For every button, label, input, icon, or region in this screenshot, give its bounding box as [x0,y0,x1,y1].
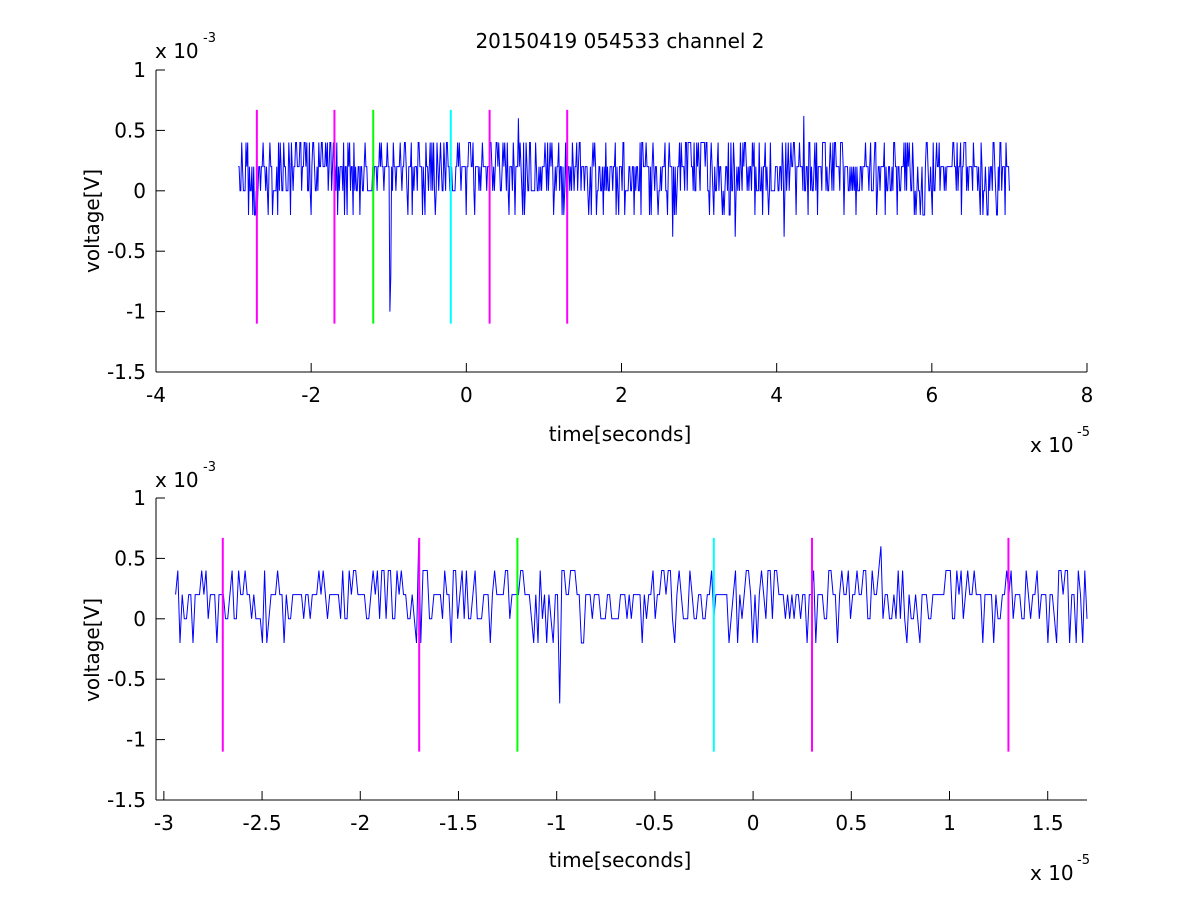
bottom-x-tick-label: 1.5 [1032,811,1064,835]
bottom-plot: -3 -2.5 -2 -1.5 -1 -0.5 0 0.5 1 1.5 -1.5 -1 -0.5 0 0.5… [80,460,1090,885]
bottom-x-tick-label: -2 [350,811,370,835]
top-x-tick-label: 6 [925,383,938,407]
top-x-exponent-base: x 10 [1030,433,1074,457]
bottom-x-tick-label: -0.5 [635,811,674,835]
top-plot: -4 -2 0 2 4 6 8 -1.5 -1 -0.5 0 0.5 1 x 10 -3 time[se… [80,31,1093,457]
top-y-label: voltage[V] [80,169,104,273]
bottom-y-tick-label: 1 [133,486,146,510]
top-x-label: time[seconds] [549,422,692,446]
top-y-tick-label: -1 [126,300,146,324]
bottom-x-tick-label: -2.5 [243,811,282,835]
bottom-x-tick-label: -1 [547,811,567,835]
bottom-x-exponent: -5 [1077,853,1090,868]
bottom-y-tick-label: -1.5 [107,788,146,812]
top-y-exponent: -3 [203,31,216,46]
bottom-x-tick-label: 0.5 [835,811,867,835]
bottom-signal-series [175,540,1088,704]
top-x-tick-label: -4 [146,383,166,407]
figure-title: 20150419 054533 channel 2 [475,29,764,53]
top-x-exponent: -5 [1077,425,1090,440]
bottom-y-exponent-base: x 10 [155,468,199,492]
bottom-y-tick-label: -0.5 [107,667,146,691]
top-x-tick-label: 0 [460,383,473,407]
bottom-x-exponent-base: x 10 [1030,861,1074,885]
bottom-y-exponent: -3 [203,460,216,475]
top-x-tick-label: 8 [1081,383,1094,407]
top-y-tick-label: -0.5 [107,239,146,263]
top-y-tick-label: 0.5 [114,118,146,142]
bottom-x-tick-label: -3 [154,811,174,835]
bottom-x-label: time[seconds] [549,848,692,872]
bottom-x-tick-label: -1.5 [439,811,478,835]
top-plot-area: -4 -2 0 2 4 6 8 -1.5 -1 -0.5 0 0.5 1 [107,58,1093,407]
bottom-y-tick-label: 0.5 [114,546,146,570]
bottom-y-tick-label: -1 [126,728,146,752]
bottom-y-label: voltage[V] [80,598,104,702]
top-x-tick-label: -2 [301,383,321,407]
top-x-tick-label: 4 [770,383,783,407]
top-x-tick-label: 2 [615,383,628,407]
bottom-y-tick-label: 0 [133,607,146,631]
top-y-tick-label: -1.5 [107,360,146,384]
bottom-x-tick-label: 0 [747,811,760,835]
bottom-plot-area: -3 -2.5 -2 -1.5 -1 -0.5 0 0.5 1 1.5 -1.5 -1 -0.5 0 0.5… [107,486,1088,835]
top-signal-series [238,115,1010,312]
top-y-exponent-base: x 10 [155,39,199,63]
top-y-tick-label: 0 [133,179,146,203]
top-y-tick-label: 1 [133,58,146,82]
bottom-x-tick-label: 1 [943,811,956,835]
